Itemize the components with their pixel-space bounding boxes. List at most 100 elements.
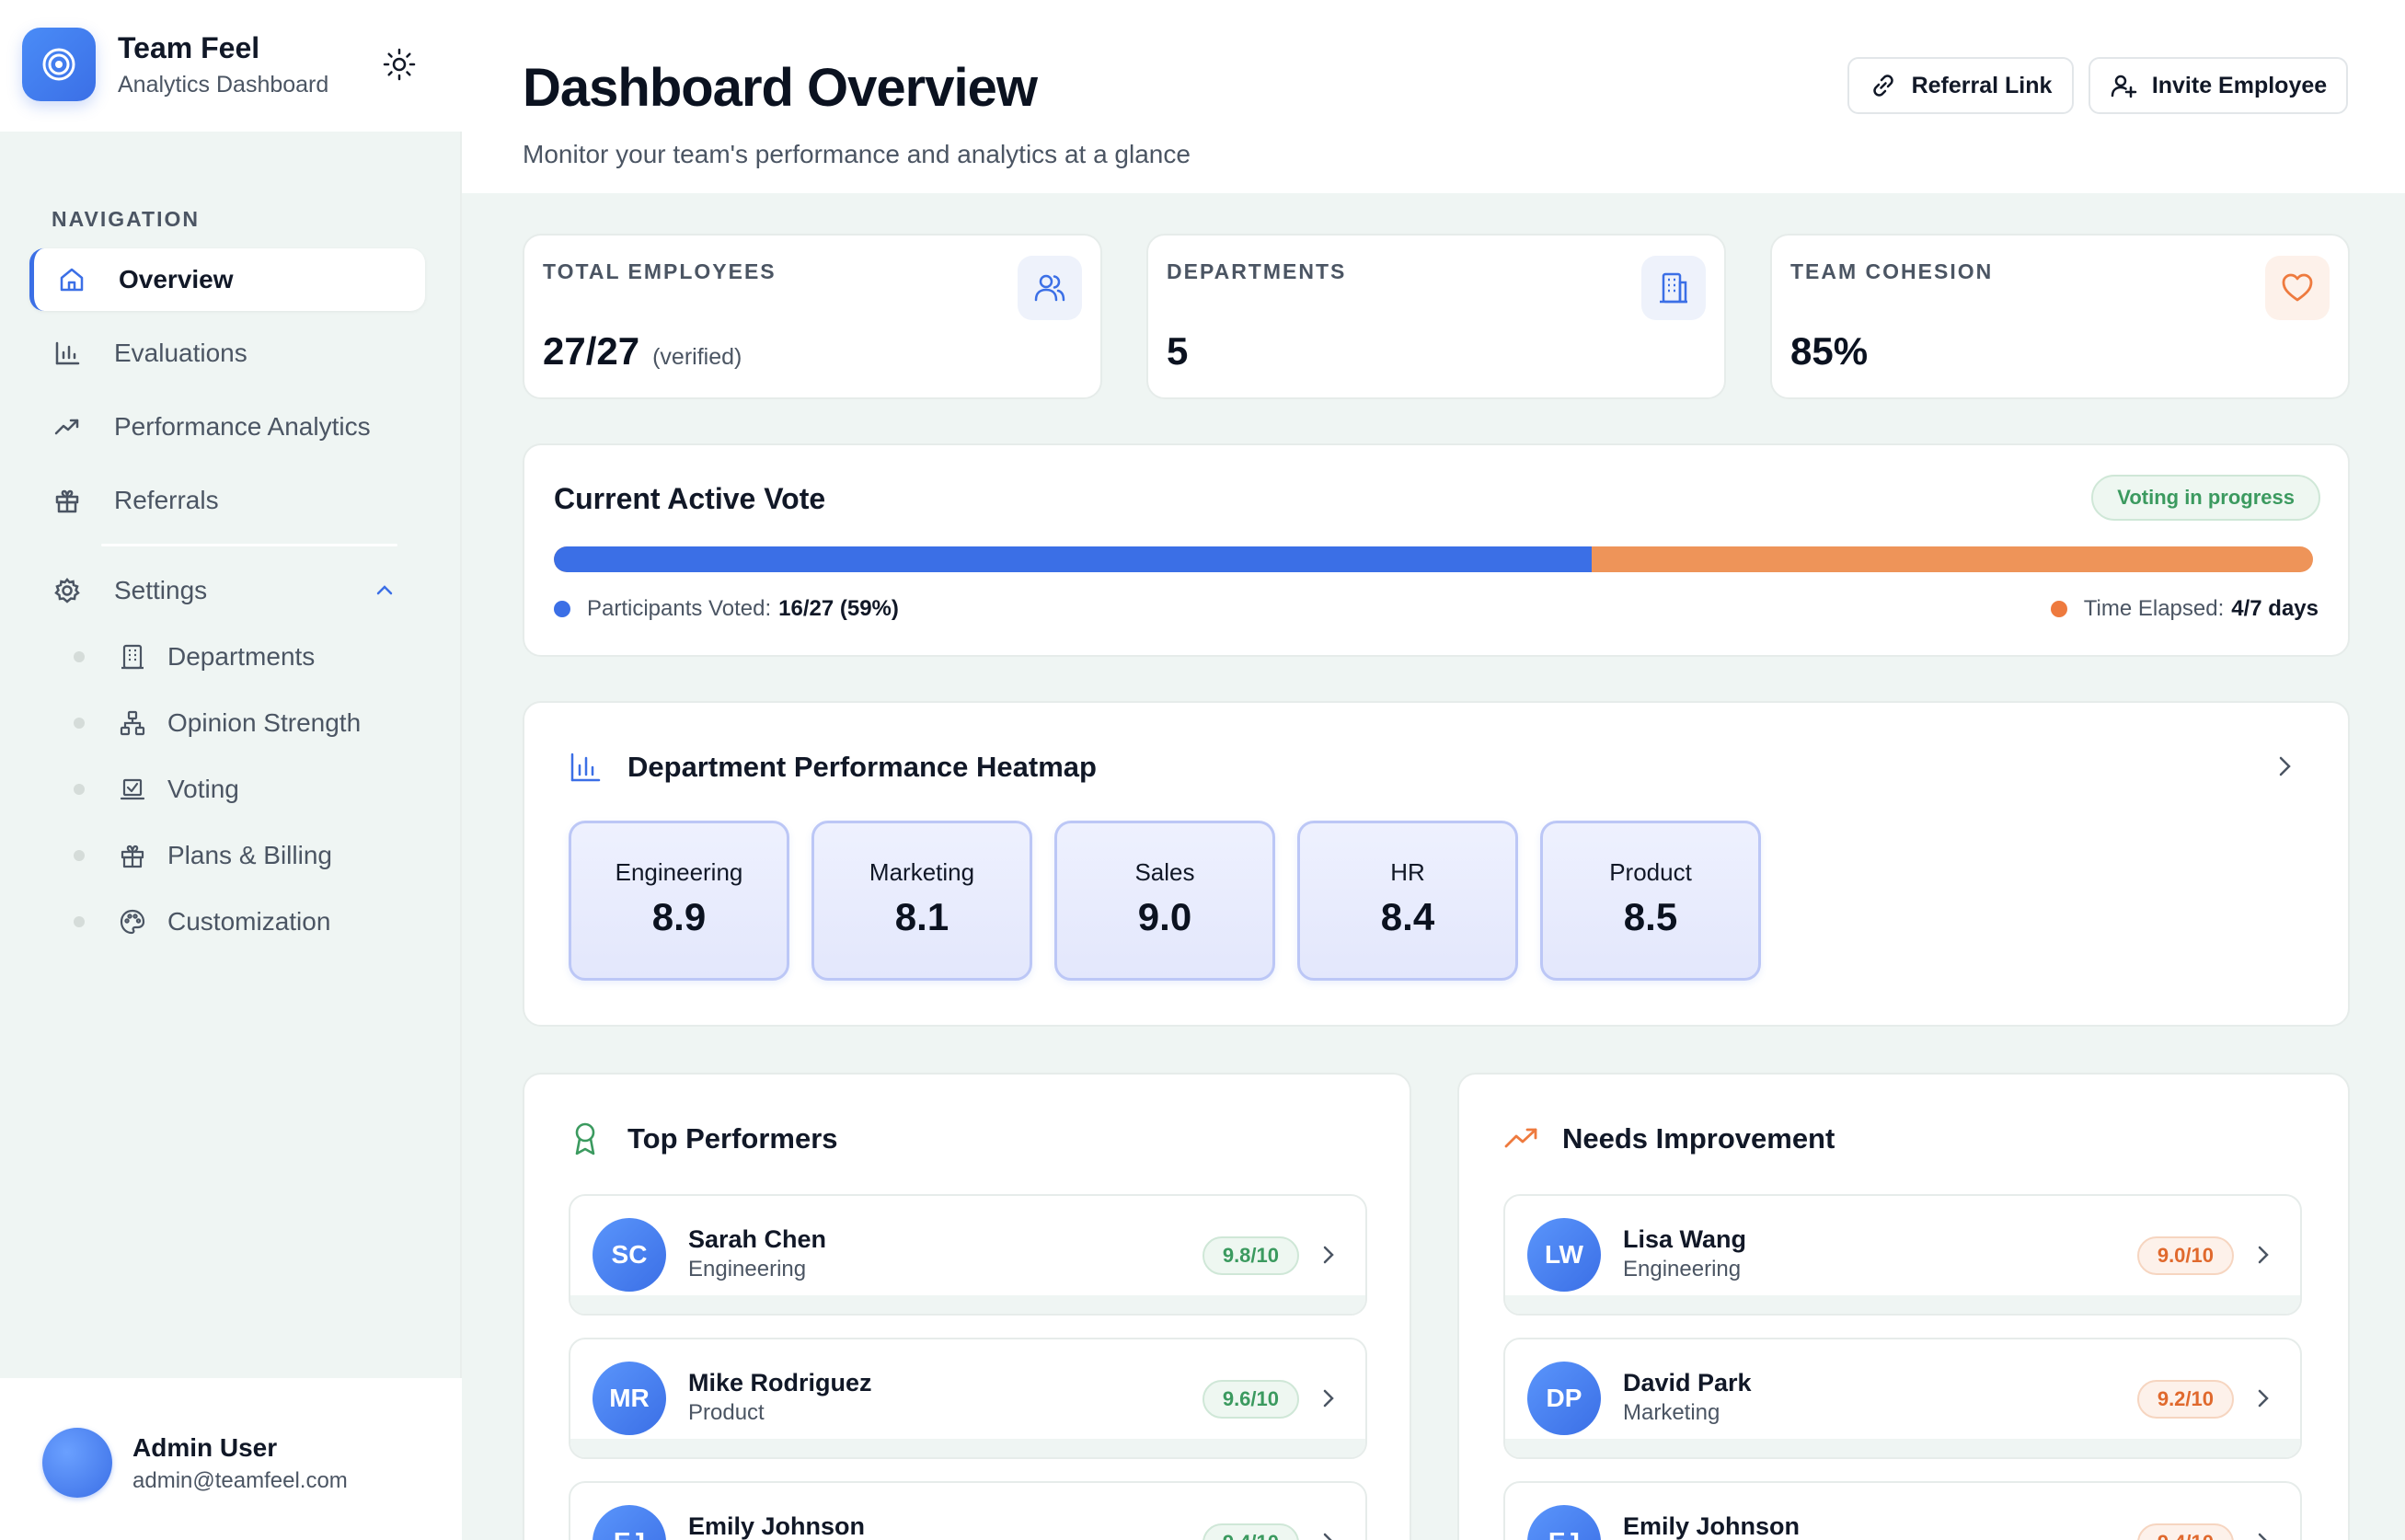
score-badge: 9.4/10 [1202, 1523, 1299, 1540]
person-dept: Marketing [1623, 1400, 1720, 1425]
stat-label: TEAM COHESION [1790, 259, 1994, 283]
score-badge: 9.6/10 [1202, 1380, 1299, 1419]
avatar: EJ [593, 1505, 666, 1540]
performer-row[interactable]: MR Mike Rodriguez Product 9.6/10 [569, 1338, 1367, 1459]
gift-icon [52, 485, 83, 516]
building-icon [1641, 256, 1706, 320]
department-score: 8.4 [1380, 895, 1435, 938]
heart-icon [2265, 256, 2330, 320]
participants-label: Participants Voted: [587, 596, 772, 621]
sidebar: Team Feel Analytics Dashboard NAVIGATION… [0, 0, 462, 1540]
top-performers-card: Top Performers SC Sarah Chen Engineering… [523, 1073, 1411, 1540]
active-vote-card: Current Active Vote Voting in progress P… [523, 443, 2350, 657]
top-performers-title: Top Performers [627, 1122, 838, 1155]
users-icon [1018, 256, 1082, 320]
person-dept: Engineering [1623, 1257, 1742, 1281]
heatmap-tile-product[interactable]: Product 8.5 [1540, 821, 1761, 981]
stat-card-team-cohesion: TEAM COHESION 85% [1770, 234, 2350, 399]
referral-link-label: Referral Link [1911, 72, 2053, 98]
heatmap-tile-marketing[interactable]: Marketing 8.1 [811, 821, 1032, 981]
user-plus-icon [2111, 75, 2137, 98]
sidebar-subitem-opinion-strength[interactable]: Opinion Strength [74, 695, 423, 751]
department-score: 9.0 [1137, 895, 1192, 938]
avatar: EJ [1527, 1505, 1601, 1540]
sidebar-subitem-customization[interactable]: Customization [74, 894, 423, 949]
sidebar-item-label: Settings [114, 576, 208, 604]
person-dept: Engineering [688, 1257, 807, 1281]
award-icon [569, 1121, 602, 1162]
department-name: Sales [1134, 858, 1195, 886]
improvement-row[interactable]: DP David Park Marketing 9.2/10 [1503, 1338, 2302, 1459]
sidebar-item-label: Evaluations [114, 339, 247, 367]
bullet-dot [74, 916, 85, 927]
participants-voted: Participants Voted: 16/27 (59%) [554, 596, 899, 622]
sidebar-item-label: Referrals [114, 486, 219, 514]
participants-value: 16/27 (59%) [778, 596, 899, 621]
sidebar-subitem-label: Opinion Strength [167, 708, 362, 737]
stat-label: DEPARTMENTS [1167, 259, 1347, 283]
vote-icon [118, 775, 147, 804]
sun-icon[interactable] [381, 46, 418, 83]
improvement-row[interactable]: LW Lisa Wang Engineering 9.0/10 [1503, 1194, 2302, 1316]
page-title: Dashboard Overview [523, 58, 1038, 118]
vote-progress-bar [554, 546, 2313, 572]
department-name: Marketing [869, 858, 975, 886]
nav-heading: NAVIGATION [52, 207, 200, 231]
sidebar-item-evaluations[interactable]: Evaluations [29, 322, 425, 385]
gift-icon [118, 841, 147, 870]
page-subtitle: Monitor your team's performance and anal… [523, 140, 1191, 168]
sidebar-item-referrals[interactable]: Referrals [29, 469, 425, 532]
vote-progress-fill [554, 546, 1593, 572]
sidebar-subitem-voting[interactable]: Voting [74, 762, 423, 817]
user-name: Admin User [132, 1433, 278, 1462]
bar-chart-icon [52, 338, 83, 369]
sidebar-item-settings[interactable]: Settings [29, 559, 425, 622]
improvement-row[interactable]: EJ Emily Johnson 9.4/10 [1503, 1481, 2302, 1540]
time-value: 4/7 days [2231, 596, 2319, 621]
chevron-right-icon[interactable] [2271, 753, 2298, 785]
time-label: Time Elapsed: [2083, 596, 2225, 621]
sidebar-item-performance-analytics[interactable]: Performance Analytics [29, 396, 425, 458]
score-badge: 9.2/10 [2136, 1380, 2234, 1419]
status-badge: Voting in progress [2091, 475, 2320, 521]
department-score: 8.1 [894, 895, 949, 938]
person-dept: Product [688, 1400, 765, 1425]
heatmap-title: Department Performance Heatmap [627, 751, 1097, 783]
nav-divider [101, 544, 397, 546]
sidebar-subitem-label: Voting [167, 775, 239, 803]
performer-row[interactable]: EJ Emily Johnson 9.4/10 [569, 1481, 1367, 1540]
chevron-up-icon[interactable] [372, 578, 397, 610]
heatmap-tile-sales[interactable]: Sales 9.0 [1054, 821, 1275, 981]
chevron-right-icon [2250, 1242, 2276, 1272]
department-score: 8.9 [651, 895, 707, 938]
link-icon [1872, 75, 1893, 97]
heatmap-tile-engineering[interactable]: Engineering 8.9 [569, 821, 789, 981]
avatar: LW [1527, 1218, 1601, 1292]
heatmap-tile-hr[interactable]: HR 8.4 [1297, 821, 1518, 981]
department-name: Engineering [615, 858, 743, 886]
referral-link-button[interactable]: Referral Link [1847, 57, 2074, 114]
person-name: David Park [1623, 1369, 1752, 1396]
vote-title: Current Active Vote [554, 482, 826, 515]
sidebar-item-label: Performance Analytics [114, 412, 371, 441]
score-badge: 9.4/10 [2136, 1523, 2234, 1540]
person-name: Emily Johnson [688, 1512, 866, 1540]
sidebar-subitem-plans-billing[interactable]: Plans & Billing [74, 828, 423, 883]
gear-icon [52, 575, 83, 606]
avatar: DP [1527, 1362, 1601, 1435]
main-content: Dashboard Overview Monitor your team's p… [462, 0, 2405, 1540]
user-profile[interactable]: Admin User admin@teamfeel.com [0, 1378, 462, 1540]
person-name: Lisa Wang [1623, 1225, 1747, 1253]
sidebar-item-overview[interactable]: Overview [29, 248, 425, 311]
brand-title: Team Feel [118, 31, 260, 64]
home-icon [56, 264, 87, 295]
stat-card-departments: DEPARTMENTS 5 [1146, 234, 1726, 399]
performer-row[interactable]: SC Sarah Chen Engineering 9.8/10 [569, 1194, 1367, 1316]
sidebar-subitem-label: Departments [167, 642, 316, 671]
sidebar-subitem-departments[interactable]: Departments [74, 629, 423, 684]
avatar [42, 1428, 112, 1498]
department-heatmap-card: Department Performance Heatmap Engineeri… [523, 701, 2350, 1027]
invite-employee-button[interactable]: Invite Employee [2089, 57, 2348, 114]
trending-up-icon [1503, 1121, 1540, 1158]
hierarchy-icon [118, 708, 147, 738]
